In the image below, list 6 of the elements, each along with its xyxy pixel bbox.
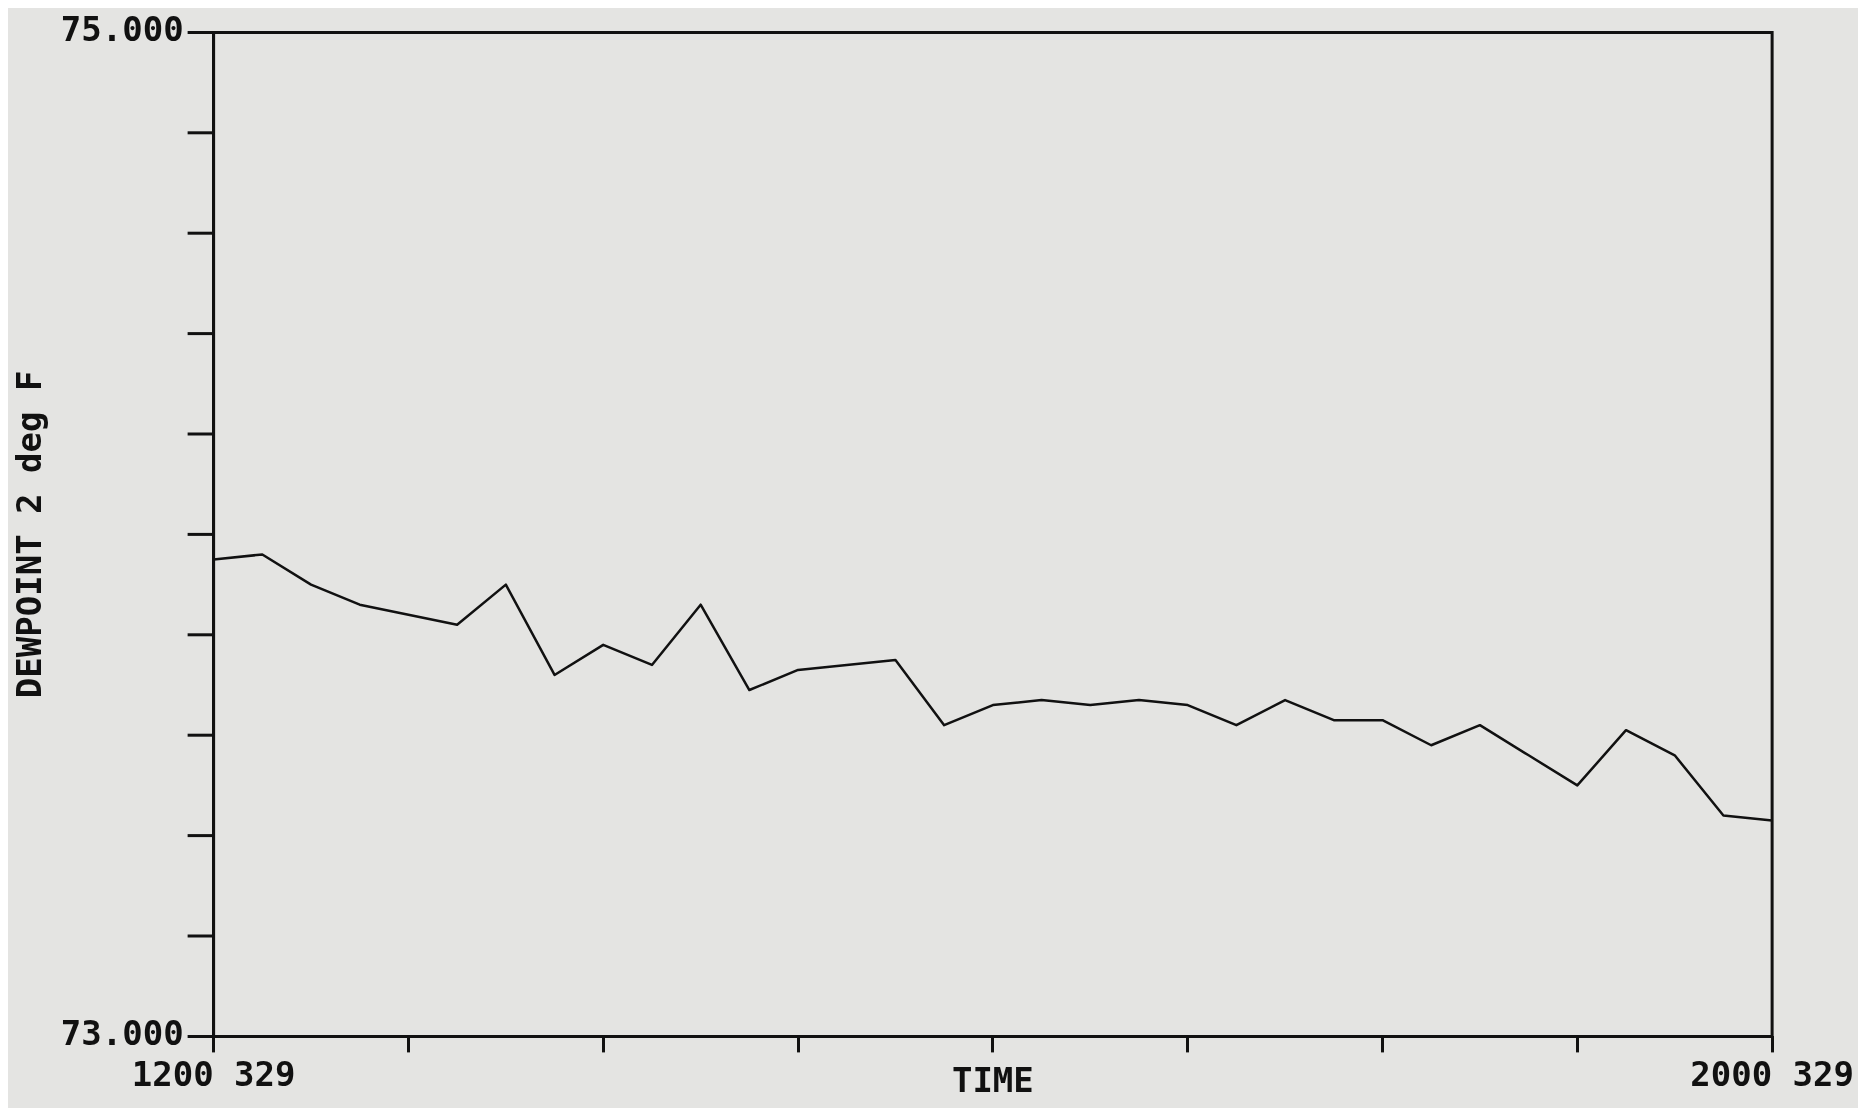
y-axis-title: DEWPOINT 2 deg F: [9, 370, 50, 699]
x-axis-title: TIME: [951, 1060, 1034, 1101]
x-tick-label: 2000 329: [1690, 1053, 1854, 1094]
y-tick-label: 75.000: [60, 9, 184, 50]
x-tick-label: 1200 329: [131, 1053, 296, 1094]
y-tick-label: 73.000: [60, 1013, 184, 1054]
